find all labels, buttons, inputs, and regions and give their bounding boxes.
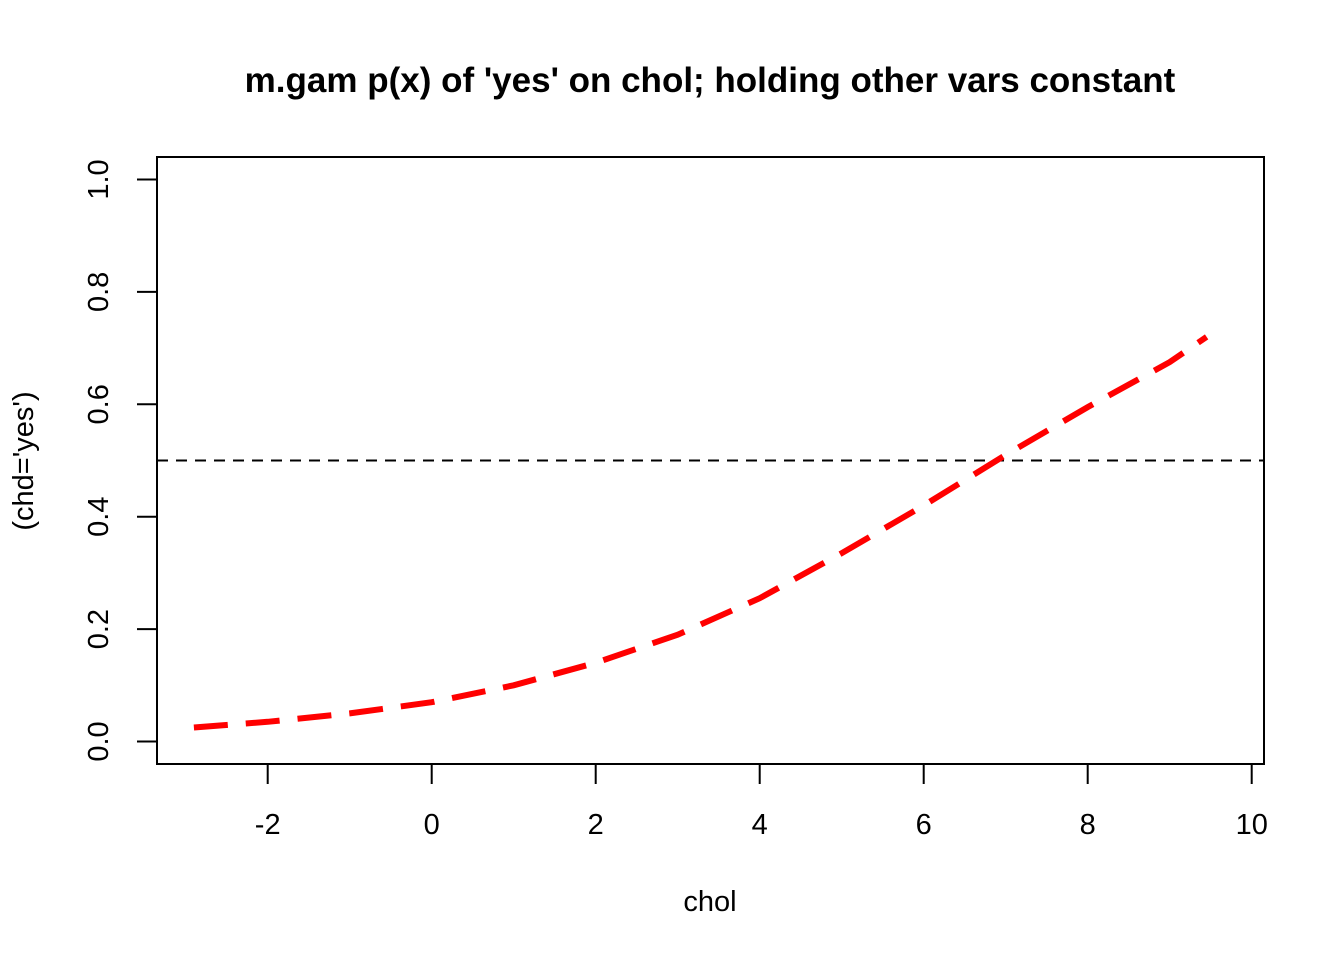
y-tick-label: 0.4 <box>83 497 115 537</box>
x-axis: -2 0 2 4 6 8 10 <box>255 763 1268 841</box>
y-tick-label: 0.6 <box>83 384 115 424</box>
y-tick-label: 0.8 <box>83 272 115 312</box>
x-tick-label: -2 <box>255 809 281 841</box>
y-tick-label: 0.2 <box>83 609 115 649</box>
x-tick-label: 6 <box>916 809 932 841</box>
series-line <box>193 334 1209 731</box>
chart-title: m.gam p(x) of 'yes' on chol; holding oth… <box>245 61 1176 100</box>
x-tick-label: 0 <box>424 809 440 841</box>
x-tick-label: 8 <box>1080 809 1096 841</box>
x-axis-label: chol <box>683 886 736 918</box>
y-axis: 0.0 0.2 0.4 0.6 0.8 1.0 <box>83 159 158 762</box>
x-tick-label: 2 <box>588 809 604 841</box>
x-tick-label: 10 <box>1236 809 1268 841</box>
series-layer <box>193 334 1209 731</box>
y-tick-label: 0.0 <box>83 721 115 761</box>
y-axis-label: (chd='yes') <box>8 391 40 530</box>
y-tick-label: 1.0 <box>83 159 115 199</box>
x-tick-label: 4 <box>752 809 768 841</box>
